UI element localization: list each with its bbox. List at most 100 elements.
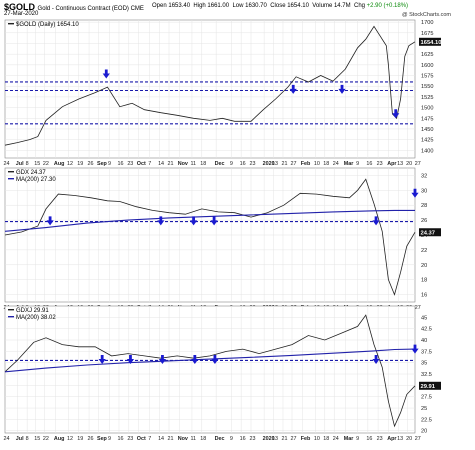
price-line xyxy=(4,314,416,428)
y-tick-label: 1575 xyxy=(421,74,433,80)
down-arrow-icon xyxy=(157,216,165,226)
x-tick-label: Apr xyxy=(387,436,397,442)
x-tick-label: 16 xyxy=(117,161,123,167)
x-tick-label: 22 xyxy=(43,436,49,442)
x-tick-label: Sep xyxy=(97,436,108,442)
x-tick-label: Jul xyxy=(16,436,24,442)
y-tick-label: 45 xyxy=(421,315,427,321)
down-arrow-icon xyxy=(411,188,419,198)
y-tick-label: 35 xyxy=(421,361,427,367)
y-tick-label: 1400 xyxy=(421,148,433,154)
x-tick-label: 9 xyxy=(108,161,111,167)
open-value: 1653.40 xyxy=(168,3,191,9)
down-arrow-icon xyxy=(411,344,419,354)
x-tick-label: Feb xyxy=(301,436,311,442)
y-tick-label: 28 xyxy=(421,203,427,209)
y-tick-label: 37.5 xyxy=(421,349,432,355)
ma200-line xyxy=(4,348,416,373)
y-tick-label: 20 xyxy=(421,263,427,269)
change-value: +2.90 (+0.18%) xyxy=(366,3,409,9)
x-tick-label: 26 xyxy=(88,161,94,167)
x-tick-label: 15 xyxy=(34,161,40,167)
x-tick-label: 8 xyxy=(26,436,29,442)
x-tick-label: 24 xyxy=(333,436,339,442)
x-tick-label: 23 xyxy=(250,161,256,167)
y-tick-label: 1450 xyxy=(421,127,433,133)
x-tick-label: 14 xyxy=(158,436,164,442)
y-tick-label: 1525 xyxy=(421,95,433,101)
x-tick-label: 7 xyxy=(148,436,151,442)
x-tick-label: Aug xyxy=(54,161,64,167)
x-tick-label: 9 xyxy=(230,436,233,442)
x-tick-label: 13 xyxy=(272,161,278,167)
x-tick-label: 24 xyxy=(4,436,10,442)
x-tick-label: 27 xyxy=(415,305,421,311)
legend-swatch xyxy=(8,171,14,173)
y-tick-label: 1625 xyxy=(421,52,433,58)
panel-1: 1400 1425 1450 1475 1500 1525 1550 1575 1600 1625… xyxy=(4,19,441,167)
chart-subtitle: Gold - Continuous Contract (EOD) CME xyxy=(37,6,144,12)
last-value-badge xyxy=(419,381,441,390)
legend-swatch xyxy=(8,309,14,311)
x-tick-label: 23 xyxy=(377,436,383,442)
x-tick-label: 27 xyxy=(291,436,297,442)
x-tick-label: 18 xyxy=(323,161,329,167)
x-tick-label: Nov xyxy=(178,436,188,442)
legend-ma-swatch xyxy=(8,316,14,318)
x-tick-label: 9 xyxy=(356,436,359,442)
down-arrow-icon xyxy=(98,355,106,365)
y-tick-label: 1675 xyxy=(421,31,433,37)
x-tick-label: Nov xyxy=(178,161,188,167)
x-tick-label: Jul xyxy=(16,161,24,167)
x-tick-label: 11 xyxy=(190,436,196,442)
last-value-label: 29.91 xyxy=(421,384,436,390)
y-tick-label: 1500 xyxy=(421,106,433,112)
x-tick-label: 18 xyxy=(200,161,206,167)
y-tick-label: 40 xyxy=(421,338,427,344)
low-value: 1630.70 xyxy=(245,3,267,9)
legend-ma-swatch xyxy=(8,178,14,180)
y-tick-label: 22.5 xyxy=(421,417,432,423)
x-tick-label: 26 xyxy=(88,436,94,442)
price-line xyxy=(4,25,416,146)
down-arrow-icon xyxy=(392,109,400,119)
last-value-badge xyxy=(419,37,441,46)
x-tick-label: 23 xyxy=(250,436,256,442)
x-tick-label: 16 xyxy=(366,161,372,167)
close-value: 1654.10 xyxy=(287,3,309,9)
down-arrow-icon xyxy=(210,216,218,226)
last-value-badge xyxy=(419,228,441,237)
legend-price: GDXJ 29.91 xyxy=(16,308,49,314)
x-tick-label: 2020 xyxy=(263,161,275,167)
y-tick-label: 26 xyxy=(421,218,427,224)
x-tick-label: 16 xyxy=(240,161,246,167)
x-tick-label: 7 xyxy=(148,161,151,167)
x-tick-label: 9 xyxy=(230,161,233,167)
x-tick-label: 10 xyxy=(314,161,320,167)
down-arrow-icon xyxy=(372,216,380,226)
x-tick-label: 23 xyxy=(377,161,383,167)
x-tick-label: 19 xyxy=(77,161,83,167)
x-tick-label: 27 xyxy=(415,161,421,167)
x-tick-label: 23 xyxy=(127,436,133,442)
down-arrow-icon xyxy=(289,84,297,94)
x-tick-label: 27 xyxy=(291,161,297,167)
down-arrow-icon xyxy=(338,84,346,94)
y-tick-label: 18 xyxy=(421,278,427,284)
x-tick-label: 24 xyxy=(4,161,10,167)
x-tick-label: 16 xyxy=(240,436,246,442)
down-arrow-icon xyxy=(190,216,198,226)
down-arrow-icon xyxy=(102,69,110,79)
x-tick-label: Dec xyxy=(215,161,225,167)
brand-watermark: @ StockCharts.com xyxy=(402,12,451,18)
volume-value: 14.7M xyxy=(333,3,351,9)
x-tick-label: 16 xyxy=(117,436,123,442)
chart-title: $GOLD Gold - Continuous Contract (EOD) C… xyxy=(4,2,144,12)
down-arrow-icon xyxy=(191,355,199,365)
x-tick-label: 13 xyxy=(397,161,403,167)
x-tick-label: 12 xyxy=(67,161,73,167)
y-tick-label: 42.5 xyxy=(421,327,432,333)
x-tick-label: Mar xyxy=(344,161,354,167)
